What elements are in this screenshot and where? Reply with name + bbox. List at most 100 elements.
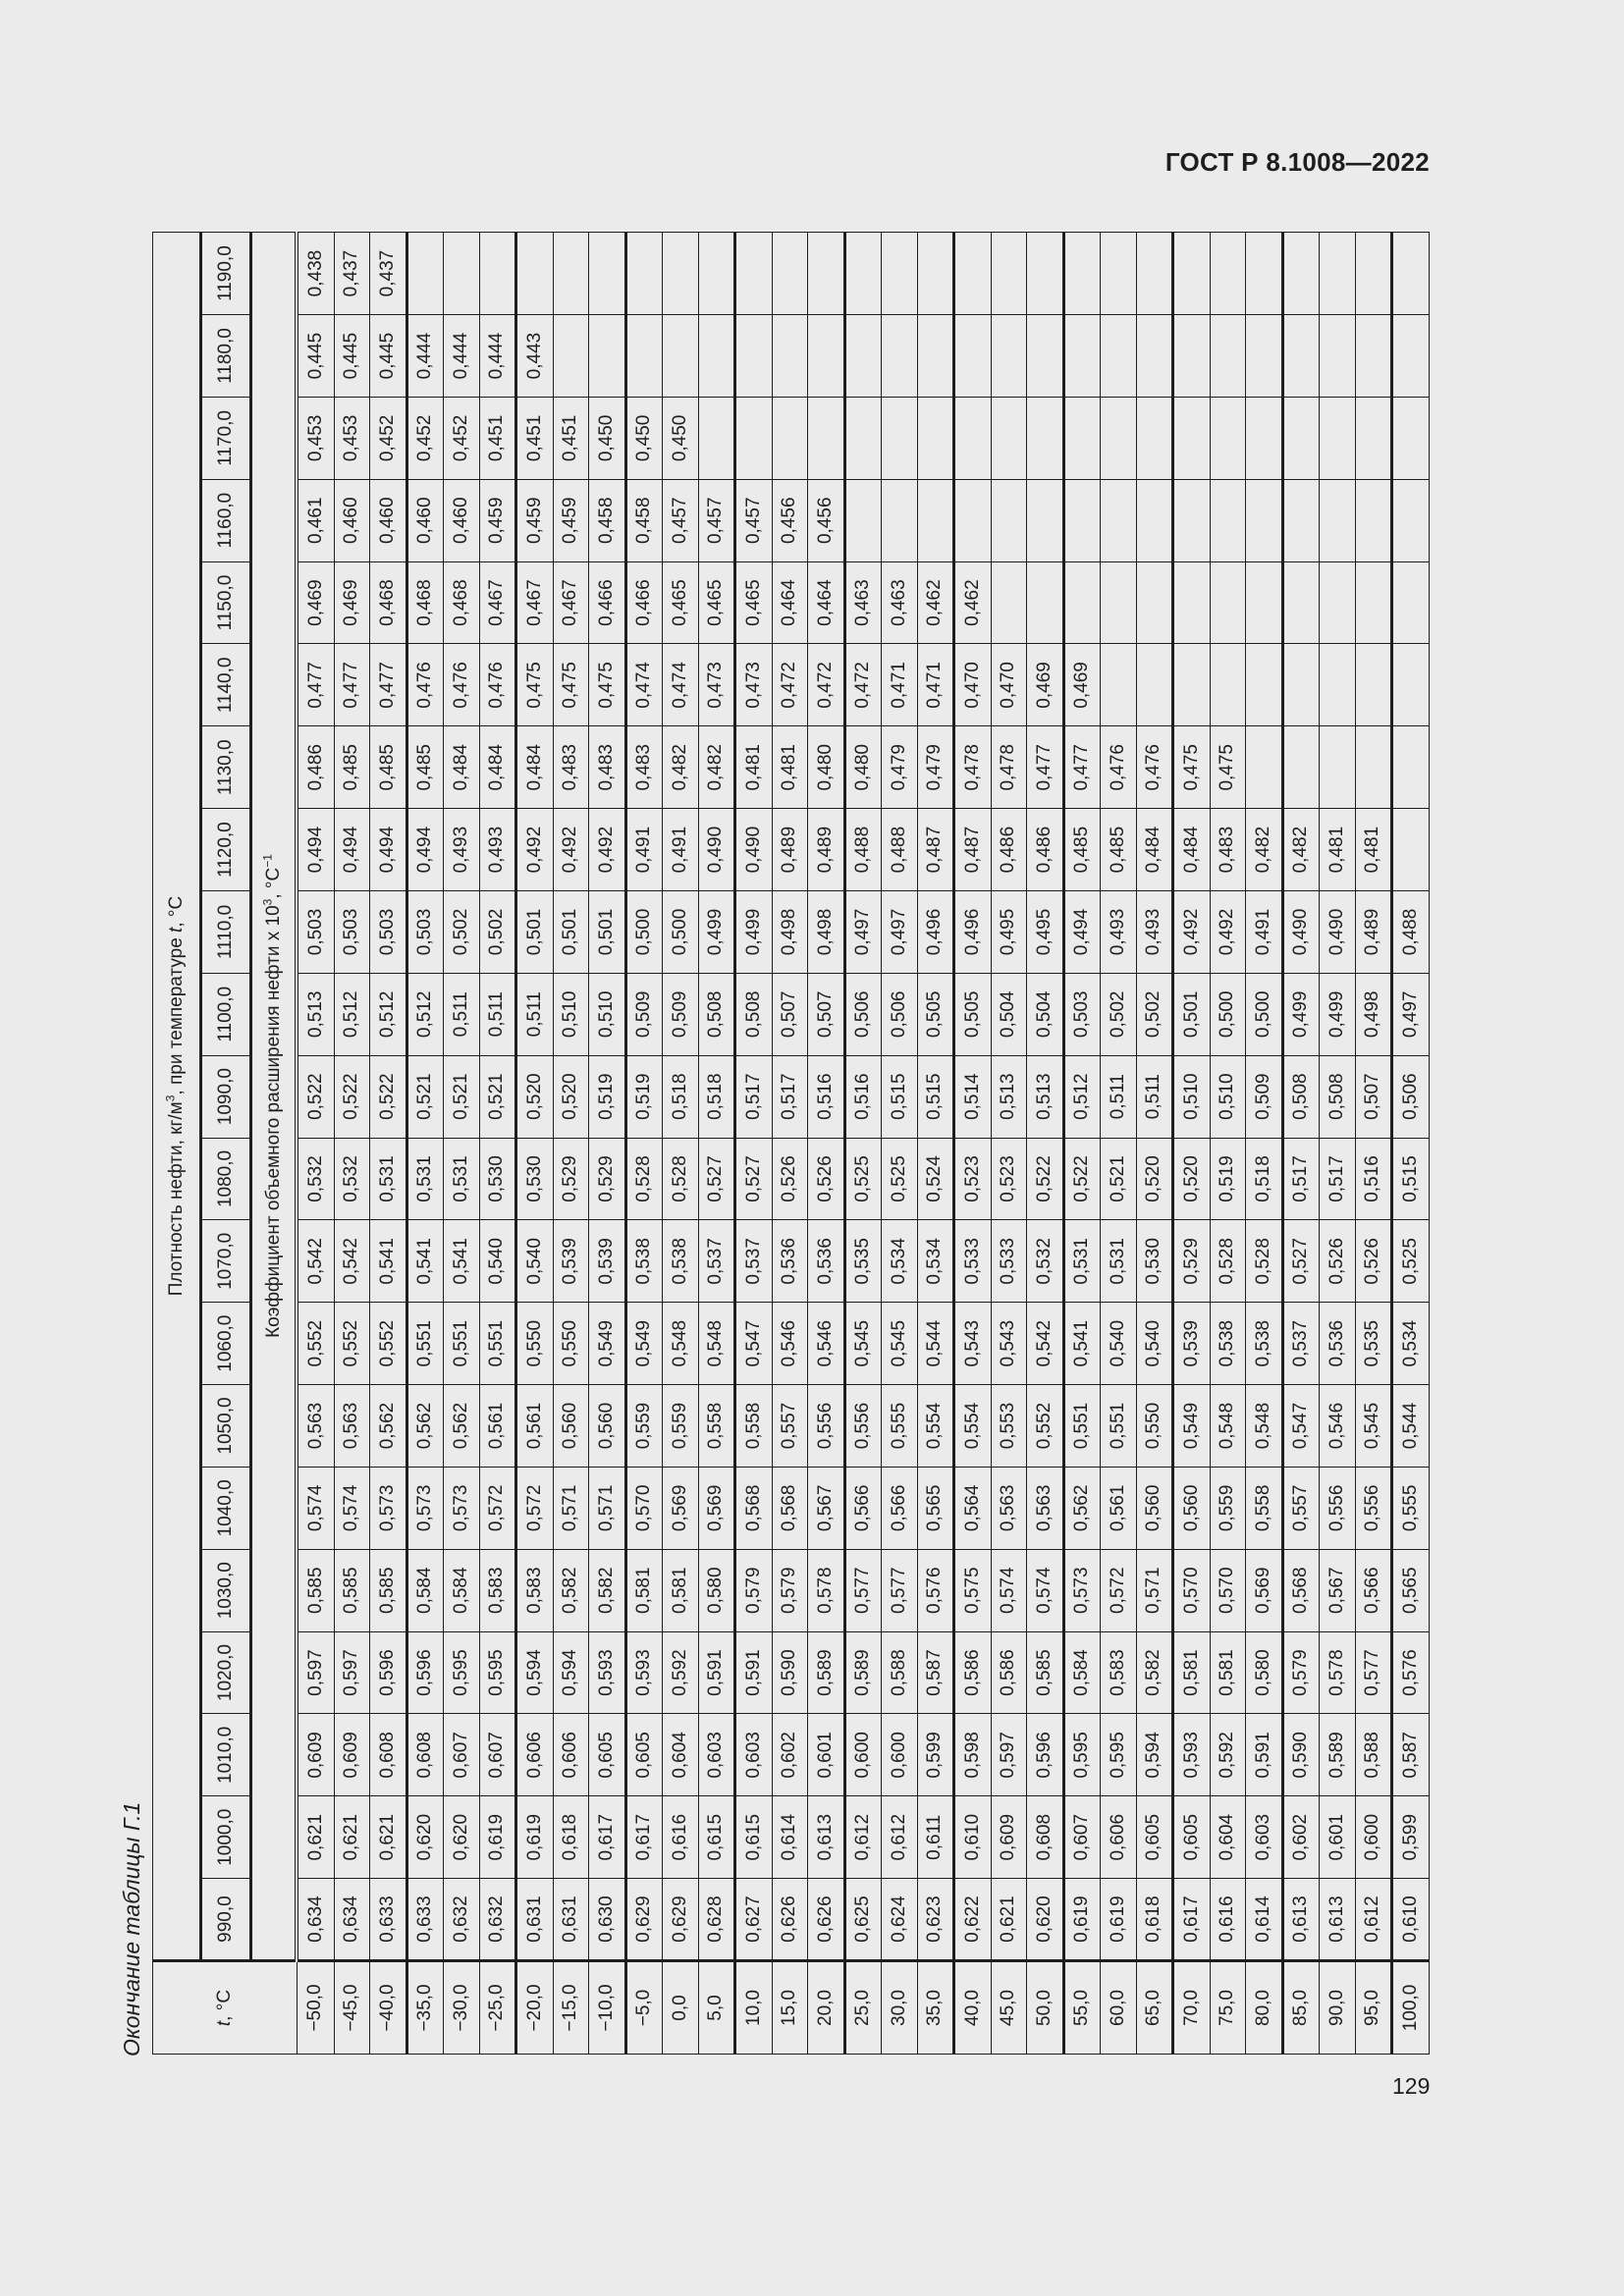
coefficient-cell: 0,574 [1026,1549,1064,1632]
coefficient-cell: 0,578 [1319,1631,1356,1714]
coefficient-cell: 0,503 [297,890,335,974]
coefficient-cell: 0,509 [625,973,663,1056]
coefficient-cell: 0,494 [406,808,444,891]
temperature-cell: −50,0 [297,1960,335,2055]
coefficient-cell: 0,530 [1136,1219,1173,1303]
coefficient-cell: 0,471 [881,644,918,726]
temperature-cell: 40,0 [953,1960,992,2055]
coefficient-cell: 0,619 [1100,1878,1137,1961]
coefficient-cell [1319,644,1356,726]
coefficient-cell [1100,561,1137,644]
coefficient-header: Коэффициент объемного расширения нефти x… [250,232,297,1961]
coefficient-cell [1319,314,1356,398]
coefficient-cell: 0,550 [553,1302,589,1385]
coefficient-cell [1172,397,1211,480]
coefficient-cell: 0,474 [625,644,663,726]
coefficient-cell: 0,470 [991,644,1027,726]
coefficient-cell: 0,561 [479,1384,516,1468]
coefficient-cell: 0,462 [917,561,954,644]
coefficient-cell [1100,644,1137,726]
coefficient-cell: 0,582 [1136,1631,1173,1714]
coefficient-cell: 0,507 [772,973,808,1056]
coefficient-cell [1355,314,1392,398]
coefficient-cell: 0,488 [1391,890,1430,974]
coefficient-cell: 0,513 [1026,1055,1064,1139]
table-row: 65,0 0,618 0,605 0,594 0,582 0,571 0,560 0,550 0… [1136,232,1173,2055]
coefficient-cell: 0,551 [479,1302,516,1385]
temperature-cell: 15,0 [772,1960,808,2055]
coefficient-cell: 0,521 [443,1055,480,1139]
coefficient-cell: 0,519 [588,1055,626,1139]
table-row: 20,0 0,626 0,613 0,601 0,589 0,578 0,567 0,556 0… [807,232,845,2055]
coefficient-cell: 0,473 [734,644,773,726]
coefficient-cell: 0,510 [588,973,626,1056]
coefficient-cell: 0,593 [588,1631,626,1714]
temperature-cell: 45,0 [991,1960,1027,2055]
coefficient-cell: 0,472 [807,644,845,726]
coefficient-cell [698,397,735,480]
coefficient-cell: 0,450 [662,397,699,480]
coefficient-cell: 0,517 [1319,1138,1356,1220]
coefficient-cell: 0,604 [662,1713,699,1796]
temperature-cell: 95,0 [1355,1960,1392,2055]
coefficient-cell: 0,554 [917,1384,954,1468]
coefficient-cell: 0,522 [369,1055,407,1139]
coefficient-cell: 0,485 [1100,808,1137,891]
coefficient-cell: 0,571 [588,1467,626,1550]
coefficient-cell: 0,595 [1063,1713,1101,1796]
temperature-cell: 100,0 [1391,1960,1430,2055]
table-row: 100,0 0,610 0,599 0,587 0,576 0,565 0,555 0,544… [1391,232,1430,2055]
coefficient-cell [1282,479,1320,562]
coefficient-cell: 0,583 [1100,1631,1137,1714]
coefficient-cell: 0,484 [1172,808,1211,891]
coefficient-cell [662,232,699,315]
coefficient-cell: 0,619 [479,1795,516,1879]
density-column-header: 1090,0 [200,1055,251,1139]
coefficient-cell: 0,511 [515,973,554,1056]
coefficient-cell: 0,508 [734,973,773,1056]
coefficient-cell: 0,584 [443,1549,480,1632]
coefficient-cell: 0,475 [1172,725,1211,809]
coefficient-cell: 0,548 [698,1302,735,1385]
coefficient-cell: 0,608 [1026,1795,1064,1879]
coefficient-cell: 0,553 [991,1384,1027,1468]
coefficient-cell [1391,397,1430,480]
coefficient-cell: 0,526 [1319,1219,1356,1303]
coefficient-cell: 0,581 [1210,1631,1246,1714]
table-row: −5,0 0,629 0,617 0,605 0,593 0,581 0,570 0,559 0… [625,232,663,2055]
coefficient-cell: 0,570 [1172,1549,1211,1632]
coefficient-cell [625,232,663,315]
coefficient-cell: 0,497 [1391,973,1430,1056]
coefficient-cell: 0,591 [698,1631,735,1714]
coefficient-cell: 0,471 [917,644,954,726]
coefficient-cell: 0,566 [1355,1549,1392,1632]
coefficient-cell: 0,527 [734,1138,773,1220]
density-column-header: 1020,0 [200,1631,251,1714]
coefficient-cell: 0,510 [553,973,589,1056]
coefficient-cell: 0,573 [443,1467,480,1550]
coefficient-cell: 0,494 [334,808,370,891]
temperature-cell: 60,0 [1100,1960,1137,2055]
density-column-header: 1040,0 [200,1467,251,1550]
density-column-header: 1010,0 [200,1713,251,1796]
table-row: 15,0 0,626 0,614 0,602 0,590 0,579 0,568 0,557 0… [772,232,808,2055]
density-column-header: 1050,0 [200,1384,251,1468]
coefficient-cell [1245,644,1283,726]
coefficient-cell: 0,506 [881,973,918,1056]
coefficient-cell: 0,490 [698,808,735,891]
coefficient-cell: 0,579 [1282,1631,1320,1714]
coefficient-cell [1391,232,1430,315]
coefficient-cell [1172,644,1211,726]
coefficient-cell: 0,457 [698,479,735,562]
coefficient-cell: 0,624 [881,1878,918,1961]
table-row: 50,0 0,620 0,608 0,596 0,585 0,574 0,563 0,552 0… [1026,232,1064,2055]
coefficient-cell: 0,511 [1100,1055,1137,1139]
coefficient-cell: 0,464 [772,561,808,644]
table-row: 85,0 0,613 0,602 0,590 0,579 0,568 0,557 0,547 0… [1282,232,1320,2055]
table-row: −15,0 0,631 0,618 0,606 0,594 0,582 0,571 0,560… [553,232,589,2055]
density-column-header: 1140,0 [200,644,251,726]
coefficient-cell: 0,482 [698,725,735,809]
coefficient-cell [1282,314,1320,398]
coefficient-cell: 0,541 [369,1219,407,1303]
temperature-cell: 25,0 [844,1960,882,2055]
